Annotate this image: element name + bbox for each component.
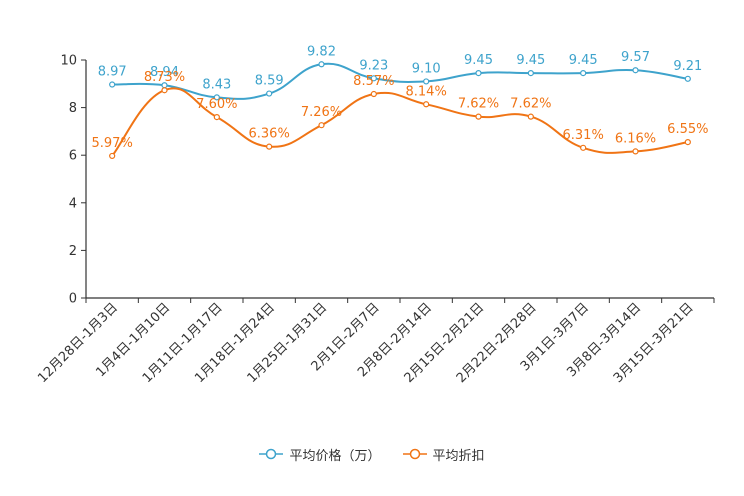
data-label: 9.45 — [464, 53, 493, 68]
data-label: 9.10 — [412, 61, 441, 76]
data-point — [109, 152, 116, 160]
data-label: 5.97% — [92, 136, 133, 151]
data-point — [318, 61, 325, 68]
series-layer: 8.97 8.94 8.43 8.59 9.82 9.23 9.10 9.45 9.45 9.45… — [92, 44, 708, 160]
data-label: 9.45 — [569, 53, 598, 68]
data-point — [370, 90, 377, 98]
data-point — [266, 143, 273, 150]
data-label: 6.55% — [667, 122, 708, 137]
data-point — [161, 87, 168, 94]
series-0: 8.97 8.94 8.43 8.59 9.82 9.23 9.10 9.45 9.45 9.45… — [98, 44, 702, 101]
data-label: 8.57% — [353, 74, 394, 89]
legend: 平均价格（万） 平均折扣 — [0, 444, 744, 464]
data-label: 6.36% — [249, 127, 290, 142]
line-chart: 024681012月28日-1月3日1月4日-1月10日1月11日-1月17日1… — [35, 44, 715, 386]
data-point — [475, 69, 482, 77]
data-point — [684, 139, 691, 146]
data-point — [266, 90, 273, 97]
data-point — [423, 101, 430, 108]
data-point — [475, 113, 482, 120]
data-point — [580, 144, 587, 151]
data-point — [213, 114, 220, 121]
data-point — [423, 78, 430, 85]
legend-swatch-price — [259, 448, 284, 460]
legend-item-price[interactable]: 平均价格（万） — [259, 445, 381, 464]
legend-item-discount[interactable]: 平均折扣 — [402, 445, 485, 464]
data-label: 8.94 — [150, 65, 179, 80]
data-point — [580, 69, 587, 77]
data-point — [318, 122, 325, 129]
data-label: 7.62% — [510, 97, 551, 112]
data-label: 6.16% — [615, 131, 656, 146]
y-tick-label: 10 — [60, 54, 77, 69]
y-tick-label: 2 — [69, 244, 77, 259]
legend-label-price: 平均价格（万） — [289, 448, 381, 464]
data-point — [109, 81, 116, 88]
data-label: 7.62% — [458, 97, 499, 112]
data-point — [527, 69, 534, 77]
data-label: 9.82 — [307, 44, 336, 59]
data-label: 8.43 — [202, 77, 231, 92]
data-label: 8.97 — [98, 65, 127, 80]
y-tick-label: 4 — [69, 196, 77, 211]
data-point — [527, 113, 534, 120]
legend-label-discount: 平均折扣 — [432, 448, 485, 464]
y-tick-label: 6 — [69, 149, 77, 164]
data-point — [684, 75, 691, 82]
data-point — [632, 148, 639, 155]
data-label: 7.60% — [196, 97, 237, 112]
y-tick-label: 0 — [69, 292, 77, 307]
data-label: 8.14% — [406, 84, 447, 99]
data-label: 6.31% — [563, 128, 604, 143]
y-tick-label: 8 — [69, 101, 77, 116]
series-line — [112, 62, 688, 100]
data-label: 9.21 — [673, 59, 702, 74]
data-label: 9.57 — [621, 50, 650, 65]
data-label: 9.45 — [516, 53, 545, 68]
data-label: 8.73% — [144, 70, 185, 85]
data-point — [370, 75, 377, 82]
series-1: 5.97% 8.73% 7.60% 6.36% 7.26% 8.57% 8.14% 7.62%… — [92, 70, 708, 160]
data-point — [213, 94, 220, 101]
data-label: 7.26% — [301, 105, 342, 120]
axes: 024681012月28日-1月3日1月4日-1月10日1月11日-1月17日1… — [35, 54, 715, 386]
data-point — [632, 67, 639, 74]
legend-swatch-discount — [402, 448, 427, 460]
data-label: 8.59 — [255, 74, 284, 89]
data-label: 9.23 — [359, 58, 388, 73]
